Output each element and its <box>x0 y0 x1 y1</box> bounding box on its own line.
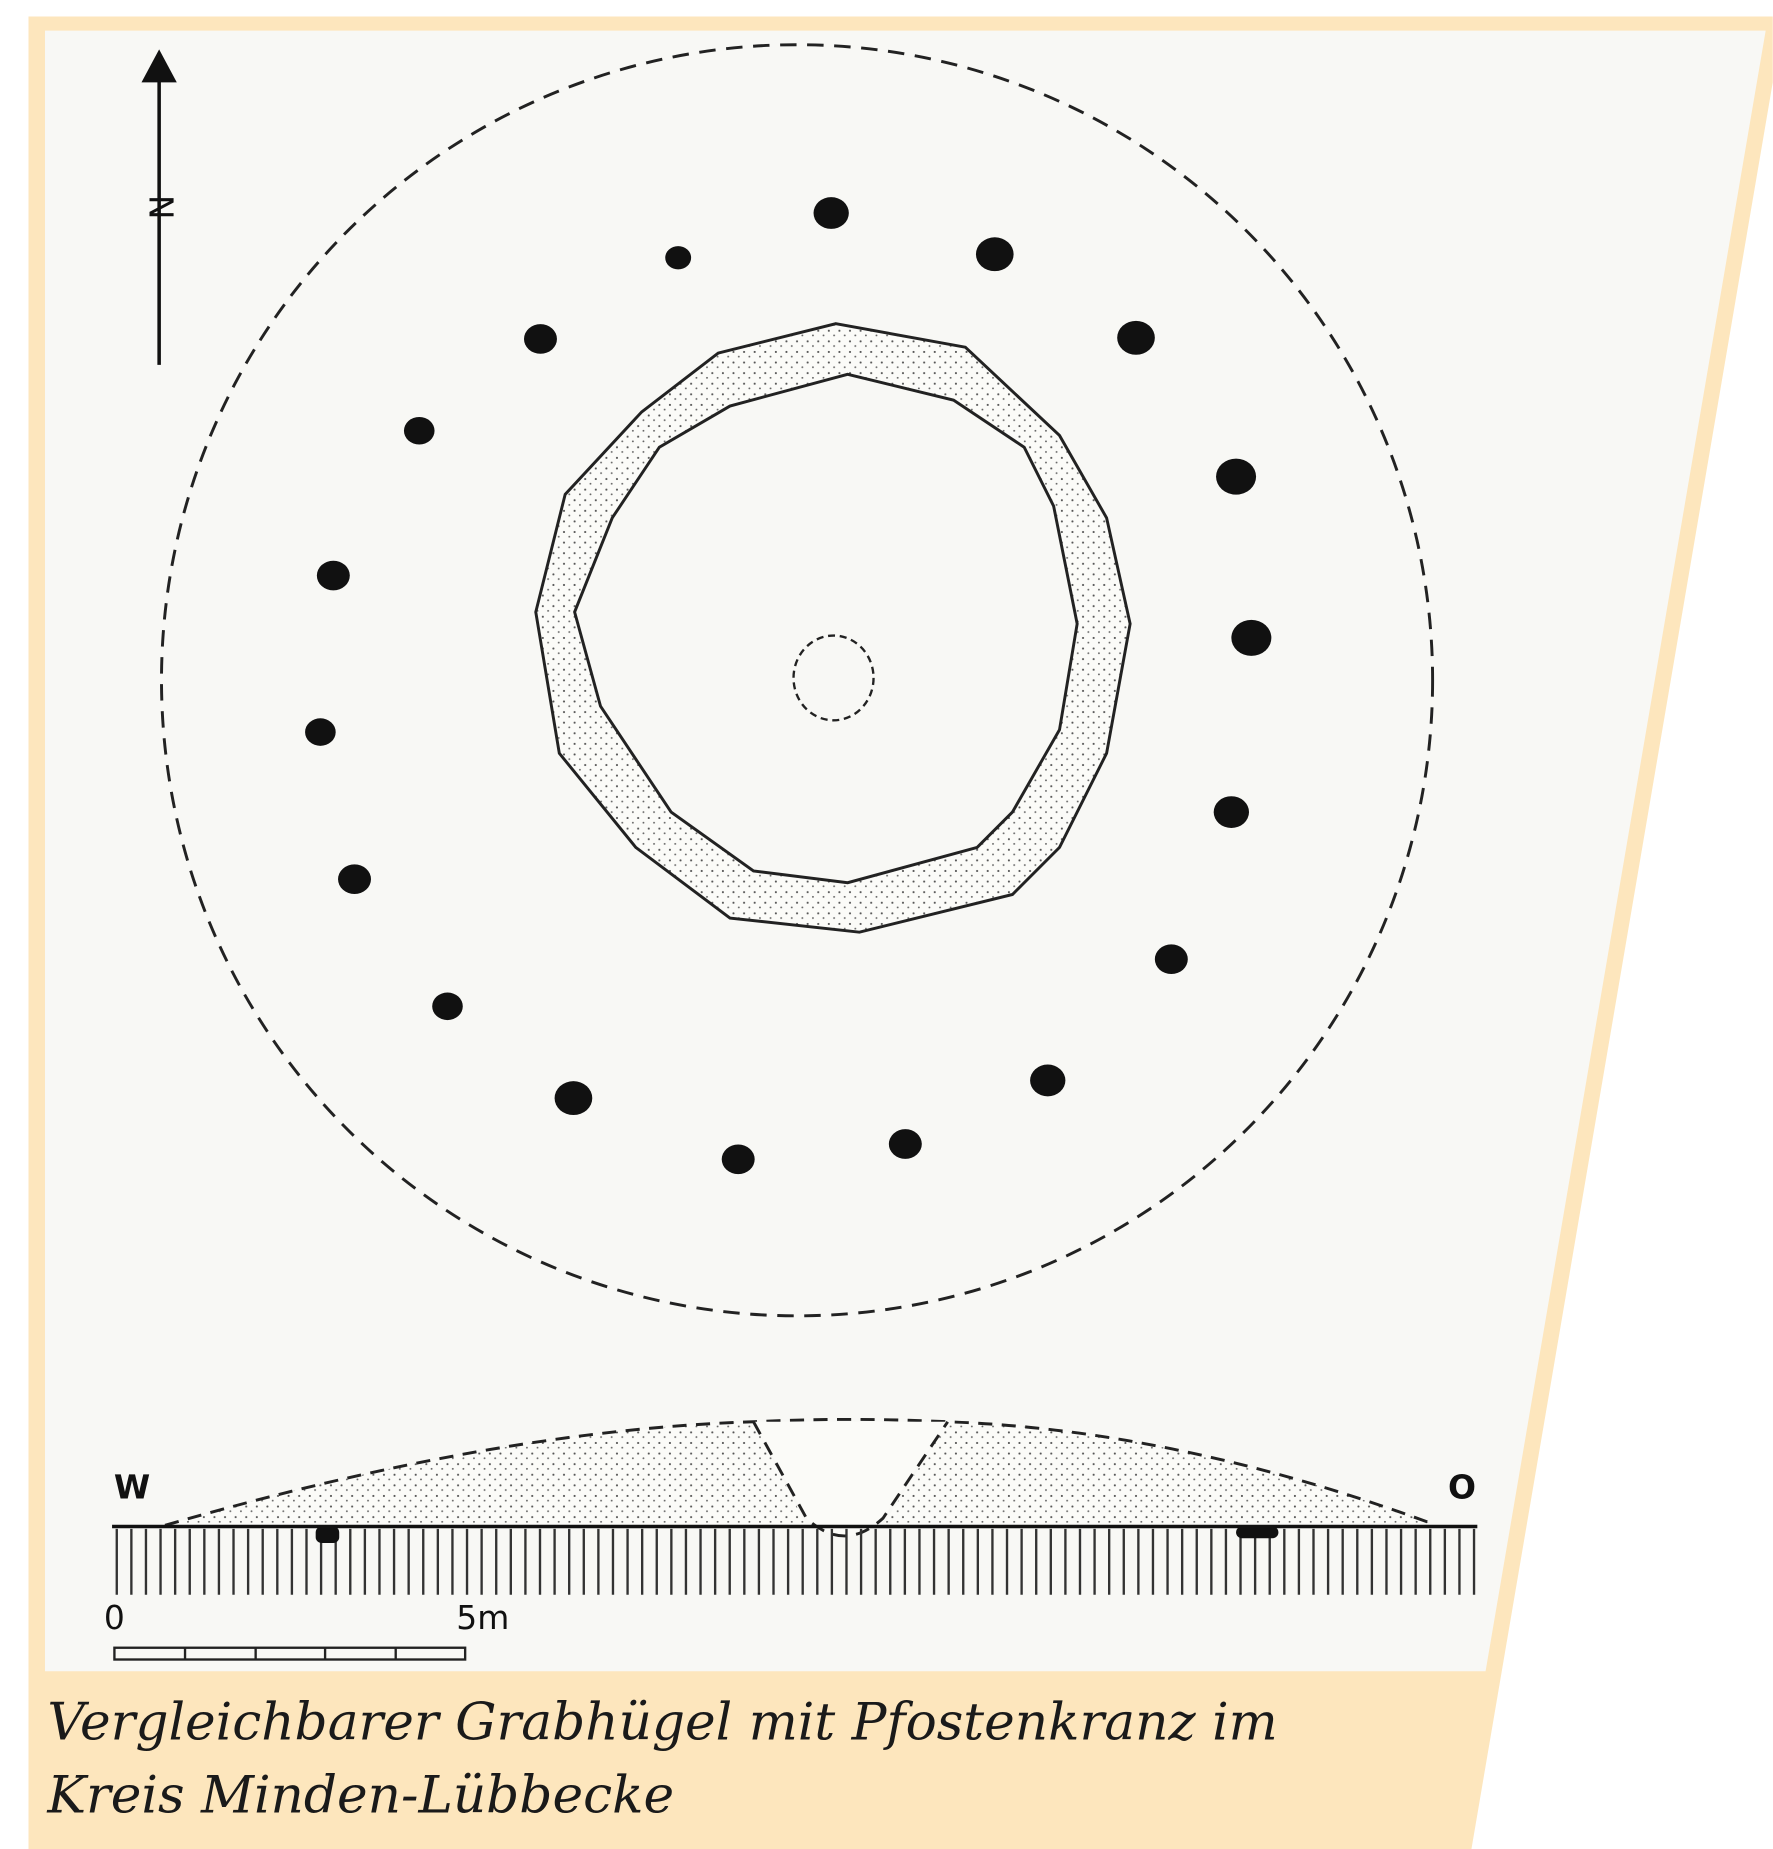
north-arrow: N <box>141 49 181 365</box>
post-hole <box>975 237 1014 272</box>
profile: W O <box>112 1417 1478 1595</box>
post-hole <box>721 1144 755 1175</box>
post-hole <box>523 324 557 354</box>
post-hole <box>1154 944 1188 975</box>
north-label: N <box>142 195 181 220</box>
post-hole <box>665 246 692 270</box>
post-hole <box>554 1081 593 1116</box>
stone-ring <box>534 322 1132 934</box>
post-hole <box>1216 458 1257 495</box>
post-hole <box>1030 1064 1066 1097</box>
post-hole <box>305 718 336 746</box>
post-hole <box>813 197 849 229</box>
post-hole <box>338 864 371 895</box>
post-hole <box>316 560 350 591</box>
central-pit <box>792 634 875 722</box>
west-label: W <box>114 1467 150 1506</box>
post-hole <box>1213 796 1250 828</box>
post-hole <box>1117 320 1155 355</box>
post-holes <box>305 197 1272 1175</box>
drawing-area <box>44 30 1766 1672</box>
post-hole <box>888 1129 922 1159</box>
caption-line: Vergleichbarer Grabhügel mit Pfostenkran… <box>47 1693 1277 1753</box>
post-hole <box>403 416 435 445</box>
scale-end: 5m <box>456 1598 509 1637</box>
post-hole <box>432 992 463 1021</box>
caption-line: Kreis Minden-Lübbecke <box>46 1766 674 1826</box>
mound-outline <box>160 43 1435 1318</box>
east-label: O <box>1448 1467 1476 1506</box>
scale-bar: 0 5m <box>104 1598 509 1661</box>
post-hole <box>1231 619 1272 656</box>
scale-start: 0 <box>104 1598 125 1637</box>
